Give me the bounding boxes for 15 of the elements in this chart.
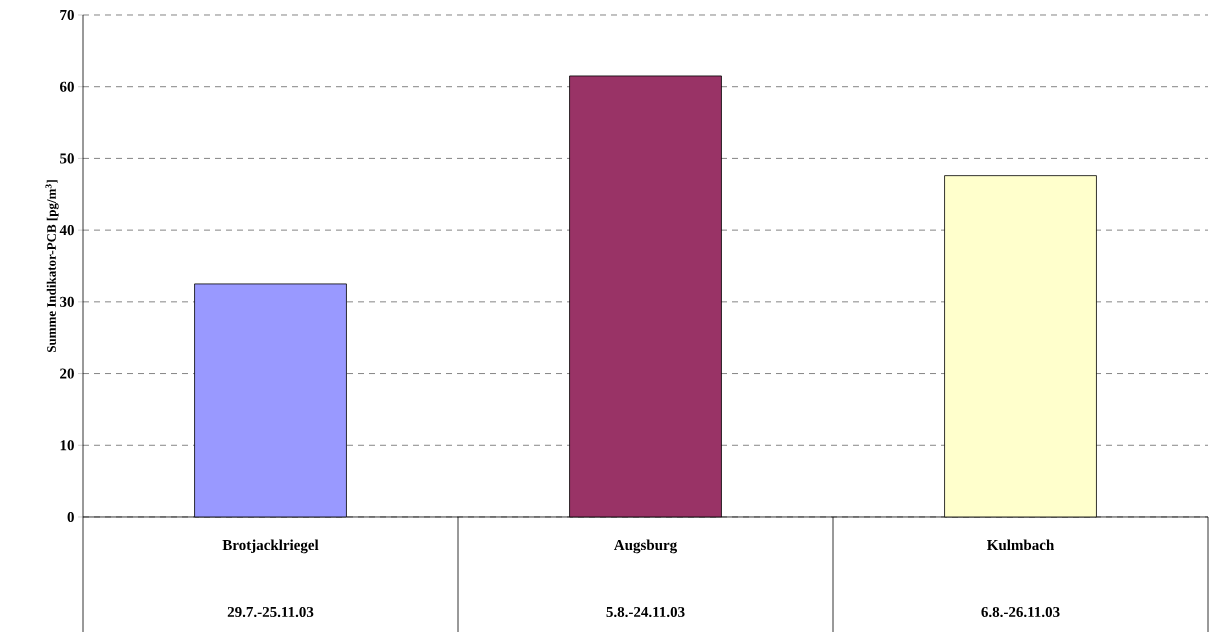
y-axis-title: Summe Indikator-PCB [pg/m$^{3}$]	[45, 180, 59, 353]
x-tick-label: Augsburg	[613, 539, 678, 554]
y-tick-label: 70	[60, 9, 74, 21]
text: 5.8.-24.11.03	[606, 606, 685, 618]
text: 29.7.-25.11.03	[227, 606, 314, 618]
x-tick-label: Brotjacklriegel	[222, 539, 319, 554]
y-tick-label: 60	[60, 81, 74, 92]
y-tick-label: 10	[60, 440, 74, 451]
text: 6.8.-26.11.03	[981, 606, 1060, 618]
y-tick-label: 50	[60, 153, 74, 164]
x-tick-label: Kulmbach	[987, 539, 1055, 551]
y-tick-label: 0	[67, 511, 74, 523]
y-tick-label: 40	[59, 225, 74, 236]
y-tick-label: 20	[60, 368, 74, 379]
y-tick-label: 30	[60, 296, 74, 307]
